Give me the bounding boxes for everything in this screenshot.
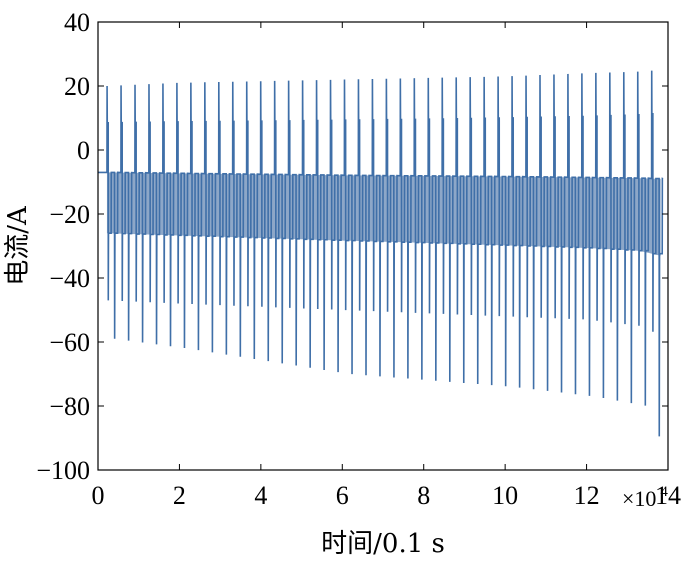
y-tick-label: −100 (36, 456, 90, 485)
y-tick-label: 0 (77, 136, 90, 165)
x-tick-label: 12 (574, 481, 600, 510)
current-series (98, 70, 664, 437)
x-tick-label: 8 (417, 481, 430, 510)
x-tick-label: 14 (655, 481, 681, 510)
x-tick-label: 4 (254, 481, 267, 510)
y-tick-label: −60 (49, 328, 90, 357)
axis-ticks: 0 2 4 6 8 10 12 14 40 20 0 −20 −40 −60 −80 −100 (36, 8, 681, 510)
plot-frame (97, 21, 669, 471)
x-axis-label: 时间/0.1 s (321, 529, 445, 559)
x-tick-label: 10 (492, 481, 518, 510)
y-tick-label: −40 (49, 264, 90, 293)
x-axis-multiplier-exponent: 4 (660, 484, 668, 500)
x-tick-label: 6 (336, 481, 349, 510)
x-tick-label: 2 (173, 481, 186, 510)
x-tick-label: 0 (92, 481, 105, 510)
y-axis-label: 电流/A (3, 205, 33, 286)
x-axis-multiplier: ×10 4 (622, 484, 668, 511)
y-tick-label: 40 (64, 8, 90, 37)
y-tick-label: −80 (49, 392, 90, 421)
x-axis-multiplier-base: ×10 (622, 486, 656, 511)
current-series-line (98, 70, 664, 437)
y-tick-label: 20 (64, 72, 90, 101)
y-tick-label: −20 (49, 200, 90, 229)
